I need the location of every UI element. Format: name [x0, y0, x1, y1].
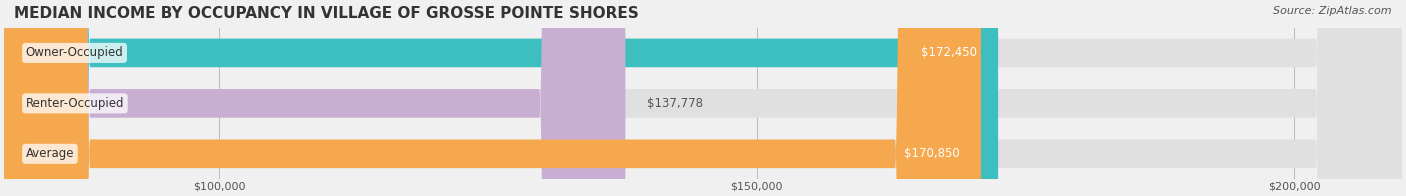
FancyBboxPatch shape: [4, 0, 1402, 196]
Text: Renter-Occupied: Renter-Occupied: [25, 97, 124, 110]
Text: Source: ZipAtlas.com: Source: ZipAtlas.com: [1274, 6, 1392, 16]
Text: MEDIAN INCOME BY OCCUPANCY IN VILLAGE OF GROSSE POINTE SHORES: MEDIAN INCOME BY OCCUPANCY IN VILLAGE OF…: [14, 6, 638, 21]
Text: $172,450: $172,450: [921, 46, 977, 59]
FancyBboxPatch shape: [4, 0, 1402, 196]
FancyBboxPatch shape: [4, 0, 1402, 196]
Text: Average: Average: [25, 147, 75, 160]
FancyBboxPatch shape: [4, 0, 981, 196]
Text: $137,778: $137,778: [647, 97, 703, 110]
FancyBboxPatch shape: [4, 0, 626, 196]
Text: $170,850: $170,850: [904, 147, 959, 160]
FancyBboxPatch shape: [4, 0, 998, 196]
Text: Owner-Occupied: Owner-Occupied: [25, 46, 124, 59]
